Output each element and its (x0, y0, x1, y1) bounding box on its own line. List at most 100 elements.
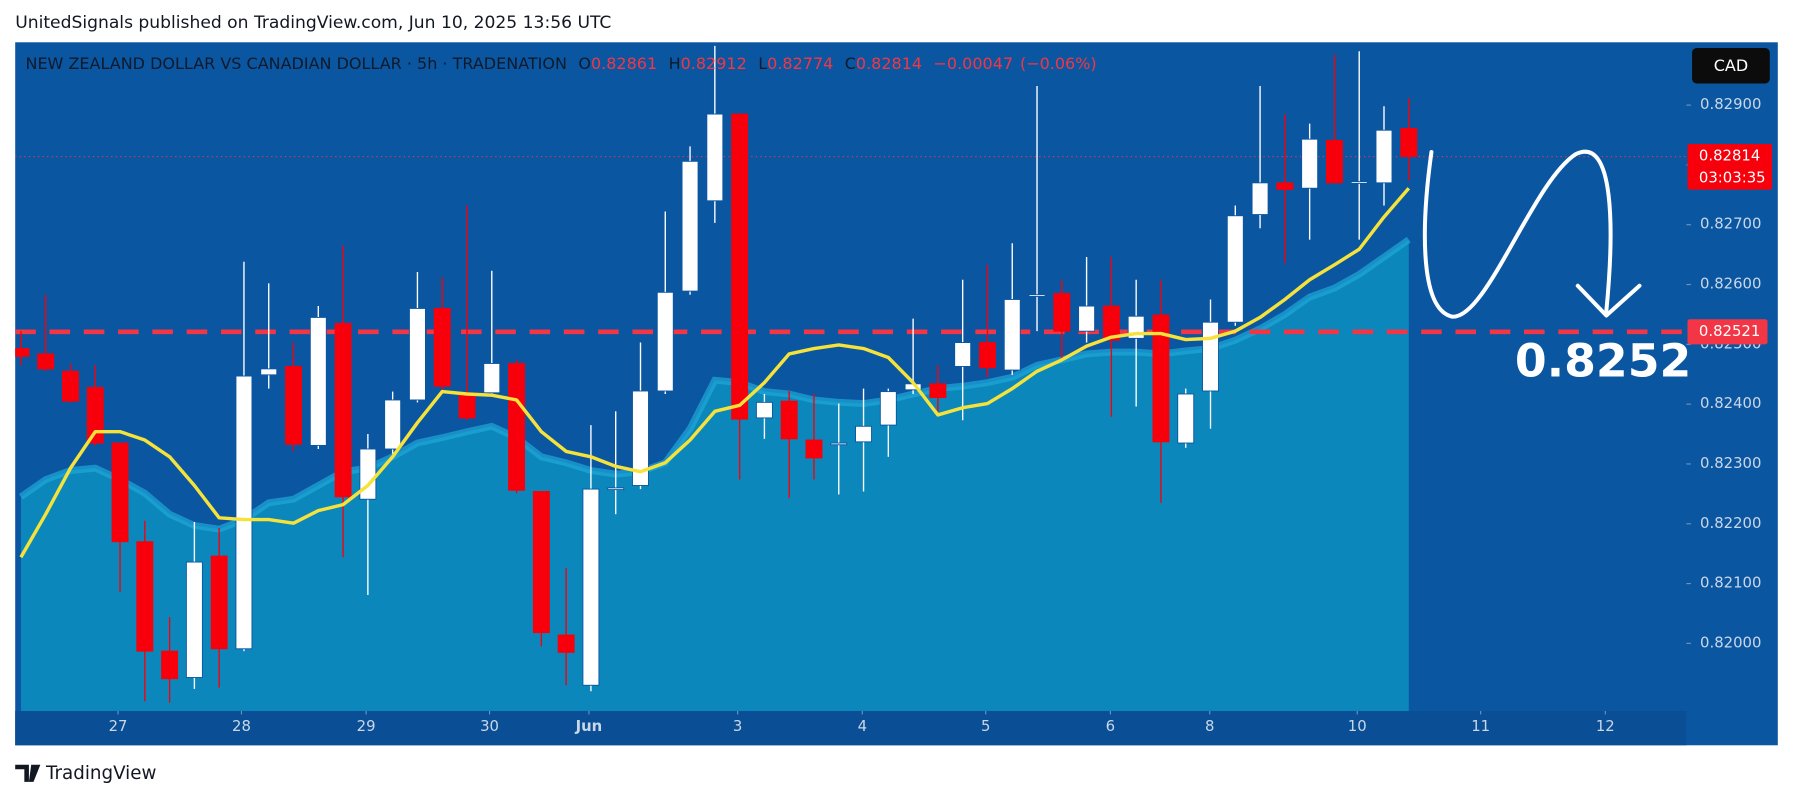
ohlc-key: H (669, 54, 681, 73)
candle-body (879, 391, 897, 426)
y-tick-label: 0.82600 (1700, 275, 1761, 293)
x-tick-label: 8 (1205, 717, 1214, 735)
candle-body (557, 634, 575, 653)
candle-body (334, 322, 352, 498)
x-tick-label: Jun (575, 717, 603, 735)
candle-body (1350, 181, 1368, 184)
y-tick-label: 0.82300 (1700, 454, 1761, 472)
candle-body (161, 650, 179, 680)
candle-body (1177, 393, 1195, 444)
candle-body (433, 307, 451, 387)
candle-body (755, 401, 773, 419)
change-pct: (−0.06%) (1020, 54, 1097, 73)
candle-body (235, 375, 253, 650)
level-price-box (1687, 319, 1768, 345)
ohlc-value: 0.82814 (856, 54, 922, 73)
x-tick-label: 11 (1471, 717, 1490, 735)
x-tick-label: 5 (981, 717, 990, 735)
candle-body (1276, 182, 1294, 190)
logo-glyph (15, 764, 41, 782)
candle-body (1078, 305, 1096, 332)
last-price-label: 0.82814 (1699, 147, 1760, 165)
candle-body (285, 366, 302, 445)
candle-body (632, 390, 649, 486)
candle-body (706, 113, 724, 202)
candle-body (1003, 299, 1021, 371)
moving-average (19, 187, 1411, 559)
overlay: NEW ZEALAND DOLLAR VS CANADIAN DOLLAR · … (25, 54, 1773, 735)
candle-body (1202, 321, 1219, 392)
x-tick-label: 4 (858, 717, 867, 735)
publisher-line: UnitedSignals published on TradingView.c… (15, 13, 611, 33)
candle-body (136, 541, 154, 652)
last-price-box (1687, 143, 1773, 190)
candle-body (929, 383, 947, 399)
header: NEW ZEALAND DOLLAR VS CANADIAN DOLLAR · … (25, 54, 1096, 73)
candle-body (1400, 127, 1418, 157)
y-tick-label: 0.82400 (1700, 394, 1761, 412)
candle-body (86, 386, 104, 444)
x-tick-label: 29 (357, 717, 376, 735)
candle-body (805, 439, 823, 459)
candle-body (780, 400, 798, 440)
level-price-label: 0.82521 (1699, 322, 1760, 340)
x-tick-label: 12 (1596, 717, 1615, 735)
candle-body (384, 399, 402, 450)
x-tick-label: 28 (232, 717, 251, 735)
x-tick-label: 30 (480, 717, 499, 735)
y-tick-label: 0.82200 (1700, 514, 1761, 532)
candle-body (979, 342, 996, 369)
x-tick-label: 3 (733, 717, 742, 735)
y-tick-label: 0.82000 (1700, 633, 1761, 651)
candle-body (1251, 182, 1269, 216)
candle-body (954, 342, 972, 367)
candle-body (408, 307, 426, 401)
ohlc-key: O (578, 54, 591, 73)
ohlc-value: 0.82774 (767, 54, 833, 73)
x-tick-label: 10 (1348, 717, 1367, 735)
countdown: 03:03:35 (1699, 168, 1766, 186)
candle-body (260, 368, 278, 376)
candle-body (111, 442, 129, 543)
candle-body (37, 353, 55, 370)
y-tick-label: 0.82700 (1700, 215, 1761, 233)
candle-body (458, 392, 476, 419)
level-annotation: 0.8252 (1515, 334, 1691, 387)
change: −0.00047 (934, 54, 1014, 73)
candle-body (1102, 305, 1120, 341)
candle-body (656, 291, 674, 392)
candle-body (1301, 138, 1319, 189)
ohlc-value: 0.82861 (591, 54, 657, 73)
candle-body (681, 160, 699, 292)
x-tick-label: 6 (1106, 717, 1115, 735)
candle-body (210, 555, 228, 650)
candle-body (508, 363, 526, 491)
candle-body (62, 370, 79, 402)
symbol-title: NEW ZEALAND DOLLAR VS CANADIAN DOLLAR · … (25, 54, 566, 73)
brand: TradingView (45, 763, 156, 784)
ohlc-key: C (845, 54, 856, 73)
candle-body (1152, 314, 1170, 443)
ohlc-value: 0.82912 (681, 54, 747, 73)
x-tick-label: 27 (109, 717, 128, 735)
ohlc-key: L (758, 54, 767, 73)
tv-logo (15, 764, 41, 782)
candle-body (15, 348, 30, 357)
candle-body (582, 488, 600, 686)
arrow-head (1575, 283, 1642, 318)
candle-body (1375, 129, 1393, 184)
y-tick-label: 0.82100 (1700, 574, 1761, 592)
forecast-arrow (1422, 149, 1613, 319)
candle-body (532, 491, 550, 634)
currency-label: CAD (1714, 56, 1748, 75)
candle-body (483, 363, 501, 394)
candle-body (731, 113, 749, 420)
y-tick-label: 0.82900 (1700, 95, 1761, 113)
candle-body (1325, 139, 1343, 184)
currency-button[interactable] (1692, 48, 1770, 84)
x-axis-strip (15, 710, 1687, 746)
candle-body (1053, 293, 1071, 332)
plot-area (15, 45, 1687, 711)
candle-body (607, 487, 625, 491)
candle-body (830, 442, 848, 446)
